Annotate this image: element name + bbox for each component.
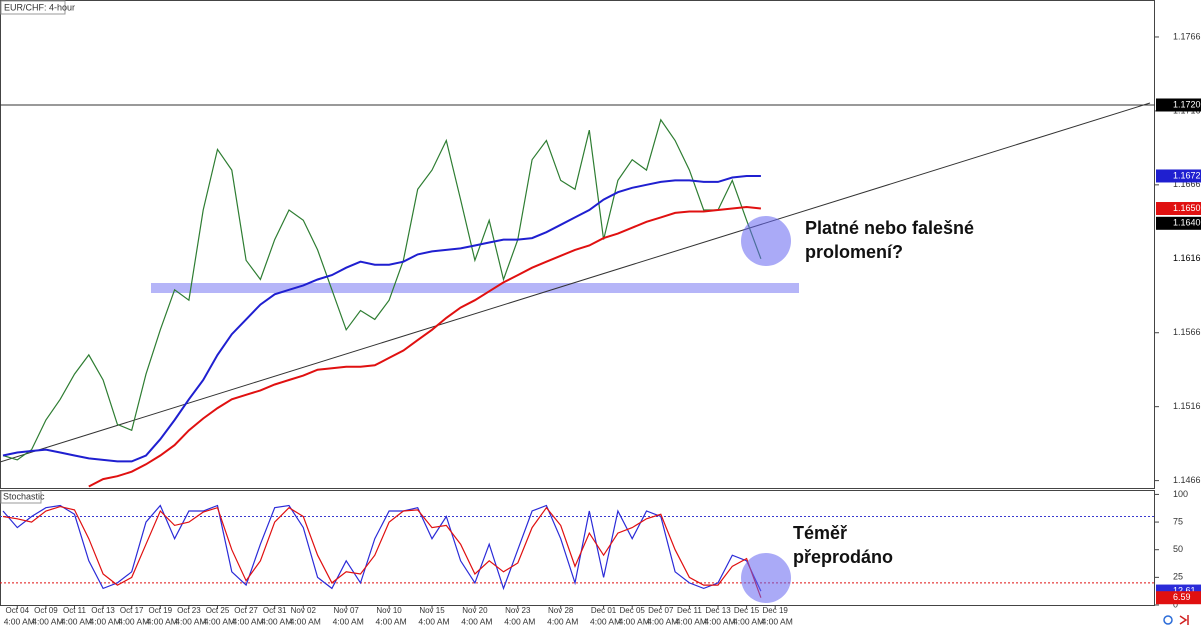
series-line bbox=[2, 504, 762, 592]
x-sublabel: 4:00 AM bbox=[704, 616, 735, 626]
y-tick-label: 50 bbox=[1173, 544, 1183, 554]
x-tick-label: Dec 01 bbox=[591, 606, 617, 615]
x-sublabel: 4:00 AM bbox=[676, 616, 707, 626]
annotation: prolomení? bbox=[805, 242, 903, 262]
x-sublabel: 4:00 AM bbox=[204, 616, 235, 626]
x-tick-label: Oct 27 bbox=[234, 606, 258, 615]
x-tick-label: Dec 15 bbox=[734, 606, 760, 615]
x-sublabel: 4:00 AM bbox=[333, 616, 364, 626]
x-sublabel: 4:00 AM bbox=[32, 616, 63, 626]
x-sublabel: 4:00 AM bbox=[175, 616, 206, 626]
y-tick-label: 1.1516 bbox=[1173, 401, 1201, 411]
x-tick-label: Dec 05 bbox=[620, 606, 646, 615]
icon[interactable] bbox=[1179, 615, 1189, 625]
trend-line bbox=[0, 102, 1151, 463]
x-tick-label: Oct 13 bbox=[91, 606, 115, 615]
series-line bbox=[88, 205, 762, 488]
x-sublabel: 4:00 AM bbox=[61, 616, 92, 626]
x-sublabel: 4:00 AM bbox=[290, 616, 321, 626]
y-tick-label: 1.1466 bbox=[1173, 475, 1201, 485]
x-sublabel: 4:00 AM bbox=[504, 616, 535, 626]
x-sublabel: 4:00 AM bbox=[418, 616, 449, 626]
price-frame bbox=[0, 0, 1155, 489]
x-tick-label: Oct 09 bbox=[34, 606, 58, 615]
price-tag-label: 1.1640 bbox=[1173, 218, 1201, 228]
x-tick-label: Dec 13 bbox=[705, 606, 731, 615]
plot-layers: 1.14661.15161.15661.16661.17161.17660255… bbox=[0, 31, 1201, 626]
price-tag bbox=[1156, 216, 1201, 230]
x-tick-label: Nov 28 bbox=[548, 606, 574, 615]
x-tick-label: Nov 07 bbox=[334, 606, 360, 615]
x-sublabel: 4:00 AM bbox=[4, 616, 35, 626]
x-sublabel: 4:00 AM bbox=[376, 616, 407, 626]
panel-title: Stochastic bbox=[3, 491, 45, 501]
series-line bbox=[2, 118, 762, 461]
toolbar-icons[interactable] bbox=[1163, 615, 1189, 625]
support-zone bbox=[151, 283, 799, 293]
x-sublabel: 4:00 AM bbox=[619, 616, 650, 626]
x-tick-label: Oct 19 bbox=[149, 606, 173, 615]
price-tag bbox=[1156, 202, 1201, 216]
x-sublabel: 4:00 AM bbox=[261, 616, 292, 626]
x-tick-label: Nov 15 bbox=[419, 606, 445, 615]
x-tick-label: Oct 23 bbox=[177, 606, 201, 615]
x-tick-label: Nov 20 bbox=[462, 606, 488, 615]
x-tick-label: Nov 02 bbox=[291, 606, 317, 615]
stochastic-frame bbox=[0, 490, 1155, 606]
y-tick-label: 1.1666 bbox=[1173, 179, 1201, 189]
x-tick-label: Nov 10 bbox=[376, 606, 402, 615]
x-tick-label: Oct 25 bbox=[206, 606, 230, 615]
price-tag bbox=[1156, 252, 1201, 266]
annotation: Téměř bbox=[793, 523, 847, 543]
x-sublabel: 4:00 AM bbox=[547, 616, 578, 626]
price-tag-label: 1.1672 bbox=[1173, 170, 1201, 180]
x-tick-label: Dec 11 bbox=[677, 606, 702, 615]
x-tick-label: Oct 17 bbox=[120, 606, 144, 615]
price-tag bbox=[1156, 169, 1201, 183]
price-tag bbox=[1156, 591, 1201, 605]
y-tick-label: 1.1566 bbox=[1173, 327, 1201, 337]
x-sublabel: 4:00 AM bbox=[118, 616, 149, 626]
y-tick-label: 75 bbox=[1173, 516, 1183, 526]
x-tick-label: Nov 23 bbox=[505, 606, 531, 615]
x-sublabel: 4:00 AM bbox=[461, 616, 492, 626]
series-line bbox=[2, 505, 762, 598]
price-tag-label: 1.1720 bbox=[1173, 99, 1201, 109]
x-tick-label: Dec 07 bbox=[648, 606, 674, 615]
price-tag-label: 12.61 bbox=[1173, 585, 1196, 595]
price-tag-label: 6.59 bbox=[1173, 592, 1191, 602]
y-tick-label: 1.1766 bbox=[1173, 31, 1201, 41]
x-sublabel: 4:00 AM bbox=[647, 616, 678, 626]
icon[interactable] bbox=[1163, 615, 1173, 625]
x-sublabel: 4:00 AM bbox=[233, 616, 264, 626]
title-box bbox=[0, 490, 42, 504]
annotation: přeprodáno bbox=[793, 547, 893, 567]
tag-layer: 1.1720 1.1672 1.1650 1.1640 1.1616 12.616.59 bbox=[1156, 98, 1201, 605]
x-sublabel: 4:00 AM bbox=[147, 616, 178, 626]
highlight-circle bbox=[741, 553, 791, 603]
x-sublabel: 4:00 AM bbox=[90, 616, 121, 626]
series-line bbox=[2, 175, 761, 463]
highlight-circle bbox=[741, 216, 791, 266]
annotation: Platné nebo falešné bbox=[805, 218, 974, 238]
price-tag-label: 1.1616 bbox=[1173, 253, 1201, 263]
y-tick-label: 25 bbox=[1173, 572, 1183, 582]
y-tick-label: 100 bbox=[1173, 489, 1188, 499]
x-tick-label: Oct 31 bbox=[263, 606, 287, 615]
x-tick-label: Oct 04 bbox=[6, 606, 30, 615]
price-tag bbox=[1156, 98, 1201, 112]
x-sublabel: 4:00 AM bbox=[762, 616, 793, 626]
x-tick-label: Dec 19 bbox=[763, 606, 789, 615]
x-sublabel: 4:00 AM bbox=[733, 616, 764, 626]
price-tag-label: 1.1650 bbox=[1173, 203, 1201, 213]
x-sublabel: 4:00 AM bbox=[590, 616, 621, 626]
y-tick-label: 0 bbox=[1173, 599, 1178, 609]
chart-title: EUR/CHF: 4-hour bbox=[4, 2, 75, 12]
title-box bbox=[0, 0, 66, 15]
x-tick-label: Oct 11 bbox=[63, 606, 87, 615]
